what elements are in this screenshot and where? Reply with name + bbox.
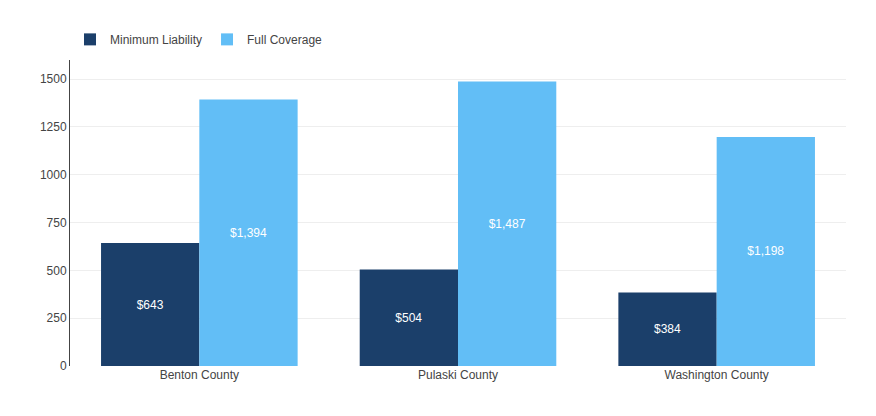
- svg-text:Full Coverage: Full Coverage: [247, 33, 322, 47]
- svg-text:0: 0: [60, 359, 67, 373]
- svg-text:Washington County: Washington County: [665, 368, 769, 382]
- svg-text:$384: $384: [654, 322, 681, 336]
- svg-text:1500: 1500: [40, 72, 67, 86]
- svg-text:750: 750: [47, 216, 67, 230]
- svg-text:1000: 1000: [40, 168, 67, 182]
- svg-text:Pulaski County: Pulaski County: [418, 368, 498, 382]
- svg-text:Minimum Liability: Minimum Liability: [110, 33, 202, 47]
- svg-text:$504: $504: [395, 311, 422, 325]
- svg-text:Benton County: Benton County: [160, 368, 239, 382]
- svg-text:$1,394: $1,394: [230, 226, 267, 240]
- svg-text:$643: $643: [137, 298, 164, 312]
- svg-text:1250: 1250: [40, 120, 67, 134]
- svg-text:$1,487: $1,487: [489, 217, 526, 231]
- svg-text:$1,198: $1,198: [747, 244, 784, 258]
- svg-text:250: 250: [47, 311, 67, 325]
- svg-text:500: 500: [47, 264, 67, 278]
